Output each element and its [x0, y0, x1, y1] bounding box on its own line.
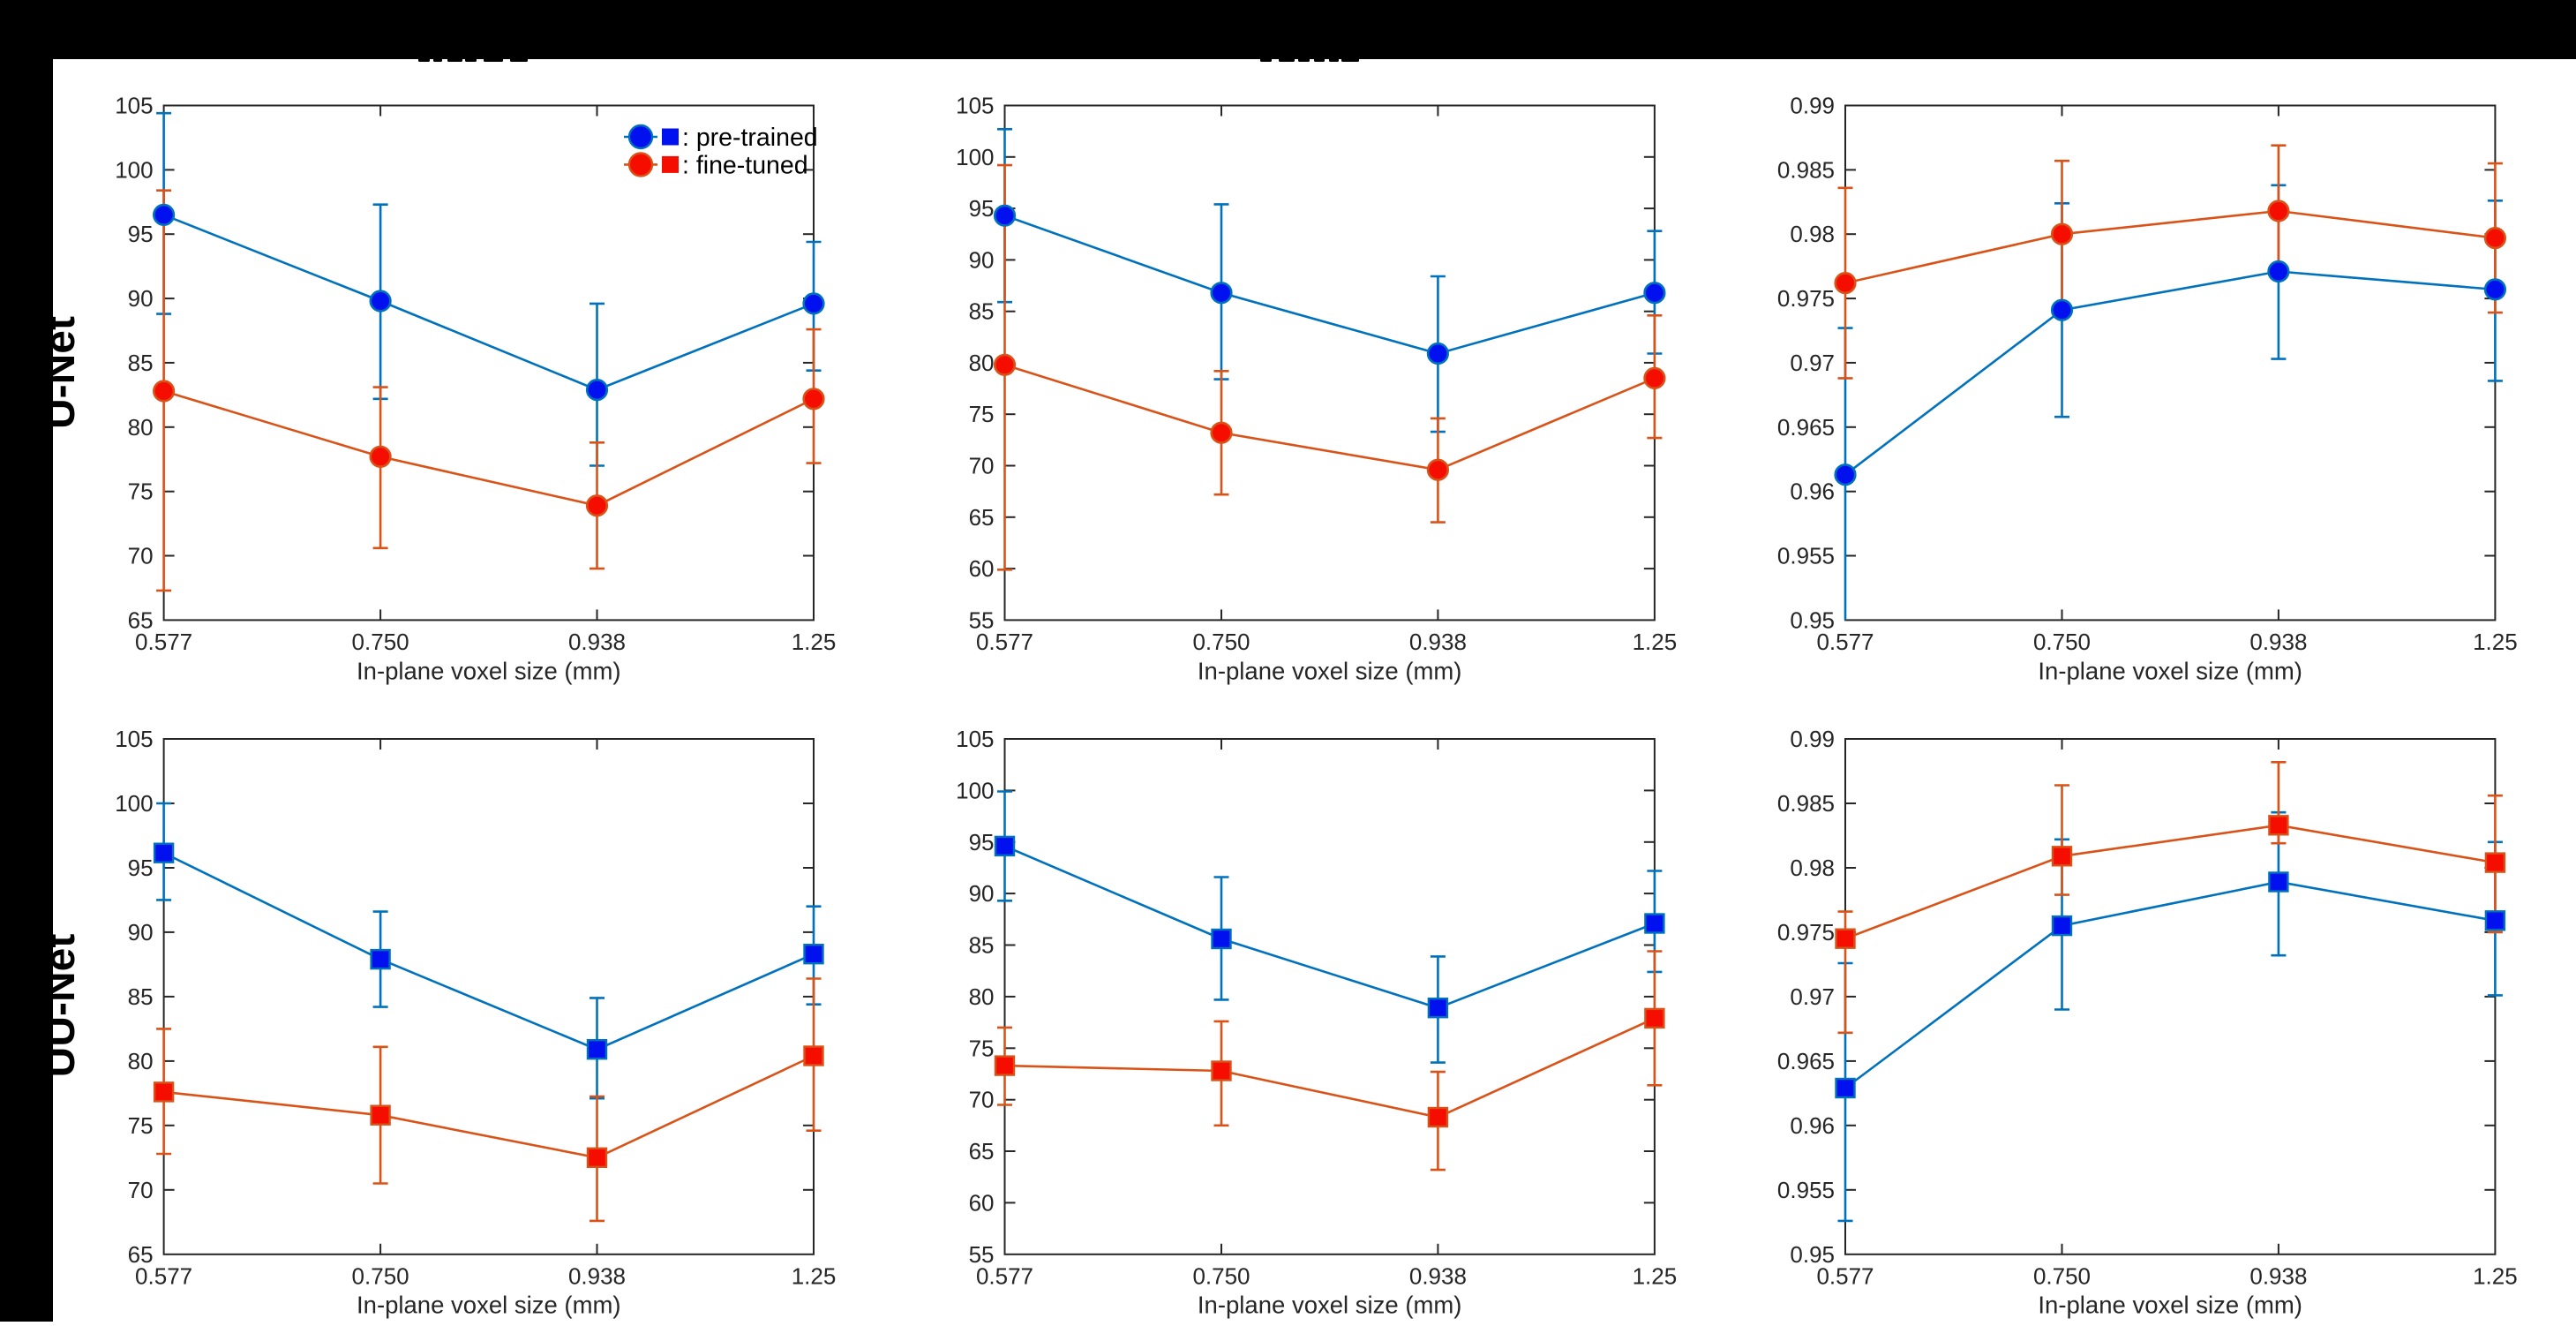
- svg-text:0.985: 0.985: [1777, 156, 1835, 183]
- svg-text:In-plane voxel size (mm): In-plane voxel size (mm): [357, 1292, 621, 1319]
- svg-text:0.97: 0.97: [1790, 350, 1835, 376]
- svg-text:0.577: 0.577: [135, 1262, 192, 1289]
- svg-text:90: 90: [128, 919, 154, 946]
- svg-text:85: 85: [969, 932, 995, 959]
- svg-text:75: 75: [128, 1112, 154, 1139]
- svg-text:0.938: 0.938: [1409, 629, 1467, 655]
- svg-text:0.985: 0.985: [1777, 790, 1835, 817]
- svg-text:55: 55: [969, 606, 995, 633]
- svg-text:100: 100: [115, 156, 153, 183]
- svg-text:0.965: 0.965: [1777, 414, 1835, 441]
- svg-text:0.99: 0.99: [1790, 726, 1835, 752]
- svg-text:1.25: 1.25: [2473, 1262, 2518, 1289]
- svg-text:75: 75: [969, 401, 995, 427]
- svg-text:0.955: 0.955: [1777, 543, 1835, 569]
- svg-text:75: 75: [969, 1035, 995, 1061]
- svg-text:85: 85: [128, 350, 154, 376]
- svg-text:0.750: 0.750: [1192, 1262, 1250, 1289]
- svg-text:105: 105: [956, 93, 994, 119]
- svg-text:0.577: 0.577: [976, 629, 1033, 655]
- svg-text:0.577: 0.577: [1816, 629, 1874, 655]
- svg-text:0.965: 0.965: [1777, 1048, 1835, 1074]
- svg-text:In-plane voxel size (mm): In-plane voxel size (mm): [2038, 1292, 2302, 1319]
- svg-text:1.25: 1.25: [2473, 629, 2518, 655]
- svg-text:105: 105: [956, 726, 994, 752]
- svg-text:0.750: 0.750: [352, 629, 409, 655]
- svg-text:0.98: 0.98: [1790, 855, 1835, 881]
- svg-text:0.96: 0.96: [1790, 1112, 1835, 1139]
- svg-text:100: 100: [956, 144, 994, 170]
- svg-text:0.750: 0.750: [2033, 629, 2091, 655]
- svg-text:70: 70: [128, 1177, 154, 1203]
- svg-text:0.938: 0.938: [2249, 1262, 2307, 1289]
- svg-text:65: 65: [128, 606, 154, 633]
- svg-text:0.577: 0.577: [976, 1262, 1033, 1289]
- svg-text:: pre-trained: : pre-trained: [682, 124, 818, 152]
- svg-text:0.938: 0.938: [568, 1262, 626, 1289]
- svg-text:60: 60: [969, 1189, 995, 1216]
- svg-text:0.938: 0.938: [2249, 629, 2307, 655]
- svg-text:In-plane voxel size (mm): In-plane voxel size (mm): [1198, 1292, 1462, 1319]
- svg-text:65: 65: [128, 1241, 154, 1268]
- svg-text:105: 105: [115, 726, 153, 752]
- svg-text:80: 80: [128, 1048, 154, 1074]
- svg-text:0.955: 0.955: [1777, 1177, 1835, 1203]
- svg-text:In-plane voxel size (mm): In-plane voxel size (mm): [357, 657, 621, 684]
- svg-text:0.975: 0.975: [1777, 919, 1835, 946]
- svg-text:100: 100: [956, 777, 994, 803]
- svg-text:90: 90: [128, 285, 154, 312]
- svg-text:0.938: 0.938: [568, 629, 626, 655]
- svg-text:0.98: 0.98: [1790, 221, 1835, 247]
- svg-text:70: 70: [969, 1087, 995, 1113]
- svg-text:0.938: 0.938: [1409, 1262, 1467, 1289]
- svg-text:70: 70: [128, 543, 154, 569]
- svg-text:0.577: 0.577: [1816, 1262, 1874, 1289]
- svg-text:0.95: 0.95: [1790, 606, 1835, 633]
- svg-text:85: 85: [969, 298, 995, 325]
- svg-text:95: 95: [969, 829, 995, 855]
- svg-text:80: 80: [969, 983, 995, 1010]
- svg-text:: fine-tuned: : fine-tuned: [682, 151, 808, 179]
- svg-text:55: 55: [969, 1241, 995, 1268]
- svg-text:1.25: 1.25: [1633, 629, 1678, 655]
- svg-text:70: 70: [969, 453, 995, 479]
- svg-text:95: 95: [128, 221, 154, 247]
- svg-text:85: 85: [128, 983, 154, 1010]
- svg-text:60: 60: [969, 555, 995, 582]
- svg-text:0.95: 0.95: [1790, 1241, 1835, 1268]
- svg-text:95: 95: [969, 195, 995, 222]
- svg-text:1.25: 1.25: [792, 1262, 837, 1289]
- svg-text:75: 75: [128, 478, 154, 505]
- svg-text:1.25: 1.25: [792, 629, 837, 655]
- svg-text:0.750: 0.750: [352, 1262, 409, 1289]
- svg-text:95: 95: [128, 855, 154, 881]
- svg-text:1.25: 1.25: [1633, 1262, 1678, 1289]
- svg-text:100: 100: [115, 790, 153, 817]
- svg-text:0.99: 0.99: [1790, 93, 1835, 119]
- svg-text:65: 65: [969, 1138, 995, 1164]
- svg-text:105: 105: [115, 93, 153, 119]
- svg-text:80: 80: [969, 350, 995, 376]
- svg-text:0.97: 0.97: [1790, 983, 1835, 1010]
- svg-text:0.975: 0.975: [1777, 285, 1835, 312]
- svg-text:0.96: 0.96: [1790, 478, 1835, 505]
- svg-text:80: 80: [128, 414, 154, 441]
- svg-text:90: 90: [969, 246, 995, 273]
- svg-text:0.750: 0.750: [1192, 629, 1250, 655]
- svg-text:In-plane voxel size (mm): In-plane voxel size (mm): [1198, 657, 1462, 684]
- svg-text:0.577: 0.577: [135, 629, 192, 655]
- svg-text:90: 90: [969, 880, 995, 907]
- svg-text:65: 65: [969, 504, 995, 531]
- svg-text:In-plane voxel size (mm): In-plane voxel size (mm): [2038, 657, 2302, 684]
- svg-text:0.750: 0.750: [2033, 1262, 2091, 1289]
